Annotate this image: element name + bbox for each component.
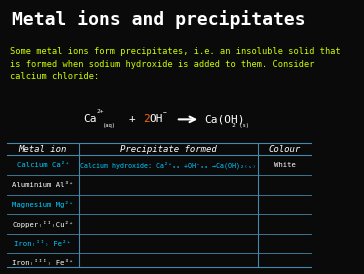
Text: OH: OH <box>149 114 163 124</box>
Text: Some metal ions form precipitates, i.e. an insoluble solid that
is formed when s: Some metal ions form precipitates, i.e. … <box>10 47 341 81</box>
Text: Calcium Ca²⁺: Calcium Ca²⁺ <box>17 162 69 169</box>
Text: Copper₍ᴵᴵ₎Cu²⁺: Copper₍ᴵᴵ₎Cu²⁺ <box>12 221 74 228</box>
Text: −: − <box>163 109 167 114</box>
Text: (aq): (aq) <box>103 123 116 128</box>
Text: Aluminium Al³⁺: Aluminium Al³⁺ <box>12 182 74 188</box>
Text: Metal ions and precipitates: Metal ions and precipitates <box>12 10 306 28</box>
Text: +: + <box>129 114 135 124</box>
Text: Precipitate formed: Precipitate formed <box>120 145 217 154</box>
Text: 2+: 2+ <box>96 109 104 114</box>
Text: Metal ion: Metal ion <box>19 145 67 154</box>
Text: Ca: Ca <box>83 114 97 124</box>
Text: Iron₍ᴵᴵ₎ Fe²⁺: Iron₍ᴵᴵ₎ Fe²⁺ <box>15 241 71 247</box>
Text: White: White <box>274 162 296 169</box>
Text: 2: 2 <box>143 114 150 124</box>
Text: Magnesium Mg²⁺: Magnesium Mg²⁺ <box>12 201 74 208</box>
Text: Calcium hydroxide: Ca²⁺ₐₐ +OH⁻ₐₐ →Ca(OH)₂₍ₛ₎: Calcium hydroxide: Ca²⁺ₐₐ +OH⁻ₐₐ →Ca(OH)… <box>80 162 256 169</box>
Text: Iron₍ᴵᴵᴵ₎ Fe³⁺: Iron₍ᴵᴵᴵ₎ Fe³⁺ <box>12 260 74 266</box>
Text: Ca(OH): Ca(OH) <box>204 114 245 124</box>
Text: 2: 2 <box>232 123 235 128</box>
Text: (s): (s) <box>236 123 249 128</box>
Text: Colour: Colour <box>268 145 301 154</box>
